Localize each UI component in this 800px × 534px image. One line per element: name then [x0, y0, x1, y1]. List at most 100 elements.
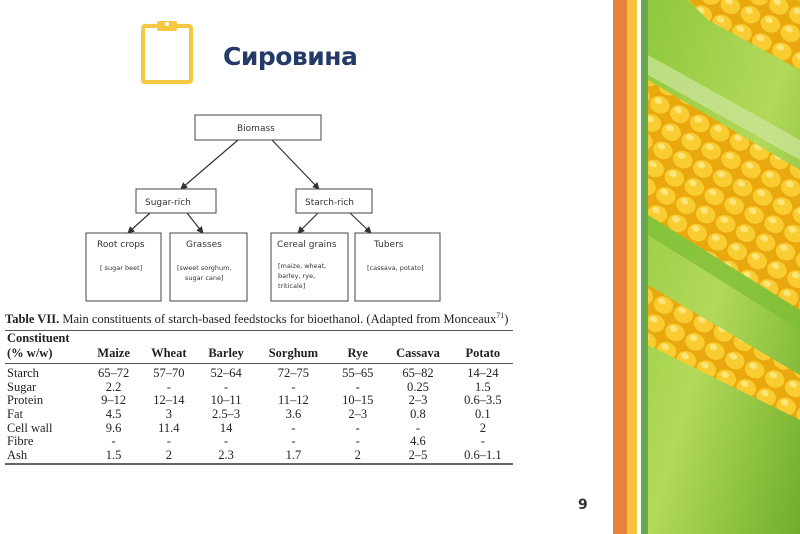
node-detail: [cassava, potato] — [367, 264, 424, 272]
table-cell: 2.2 — [105, 379, 122, 394]
corn-photo — [648, 0, 800, 534]
node-grasses — [169, 232, 248, 302]
table-cell: - — [355, 379, 360, 394]
node-sugar-rich — [135, 188, 217, 214]
node-root-crops — [85, 232, 162, 302]
table-cell: 14 — [219, 420, 233, 435]
row-label: Fat — [7, 406, 23, 421]
node-label: Grasses — [186, 240, 222, 250]
node-tubers — [354, 232, 441, 302]
caption-ref: 71 — [496, 311, 505, 320]
row-label: Protein — [7, 393, 44, 408]
node-detail: sugar cane] — [185, 274, 224, 282]
table-cell: - — [291, 434, 296, 449]
table-row: Cell wall 9.6 11.4 14 - - - 2 — [5, 420, 513, 436]
column-header: Wheat — [140, 330, 198, 364]
caption-text: Main constituents of starch-based feedst… — [59, 312, 497, 327]
header-line: (% w/w) — [7, 346, 53, 361]
node-label: Starch-rich — [305, 198, 354, 208]
row-label: Ash — [5, 448, 87, 466]
node-detail: triticale] — [278, 282, 305, 290]
table-cell: 52–64 — [210, 366, 242, 381]
table-caption: Table VII. Main constituents of starch-b… — [5, 311, 513, 327]
table-cell: - — [166, 434, 171, 449]
table-cell: 1.5 — [475, 379, 491, 394]
table-cell: 4.6 — [410, 434, 426, 449]
column-header: Potato — [452, 330, 513, 364]
table-cell: 65–72 — [97, 366, 130, 381]
column-header: Maize — [87, 330, 141, 364]
table-row: Protein 9–12 12–14 10–11 11–12 10–15 2–3 0.6–3.… — [5, 394, 513, 408]
table-cell: - — [223, 434, 229, 449]
table-cell: - — [291, 379, 296, 394]
table-cell: - — [355, 434, 360, 449]
biomass-diagram: Biomass Sugar-rich Starch-rich Root crop… — [85, 114, 441, 302]
table-cell: 65–82 — [402, 366, 434, 381]
arrow — [180, 139, 239, 190]
table-row: Fat 4.5 3 2.5–3 3.6 2–3 0.8 0.1 — [5, 406, 513, 422]
table-cell: - — [166, 379, 171, 394]
node-label: Cereal grains — [277, 240, 337, 250]
row-label: Starch — [7, 366, 39, 381]
arrow — [349, 212, 372, 234]
column-header: Barley — [197, 330, 255, 364]
column-header: Cassava — [383, 330, 453, 364]
table-cell: 2–3 — [348, 406, 368, 421]
table-cell: 55–65 — [342, 366, 374, 381]
table-cell: 9.6 — [105, 420, 122, 435]
table-cell: - — [355, 420, 360, 435]
yellow-stripe — [627, 0, 637, 534]
table-cell: 3.6 — [285, 406, 302, 421]
table-cell: 11.4 — [158, 420, 180, 435]
caption-end: ) — [504, 312, 509, 327]
header-line: Constituent — [7, 331, 70, 346]
arrow — [271, 139, 320, 190]
table-row: Sugar 2.2 - - - - 0.25 1.5 — [5, 379, 513, 395]
table-cell: 2 — [479, 420, 486, 435]
page-number: 9 — [578, 497, 588, 513]
table-cell: 2–3 — [408, 393, 428, 408]
arrow — [297, 212, 319, 234]
table-cell: - — [291, 420, 296, 435]
arrow — [127, 212, 151, 234]
table-row: Ash 1.5 2 2.3 1.7 2 2–5 0.6–1.1 — [5, 448, 513, 466]
table-row: Fibre - - - - - 4.6 - — [5, 435, 513, 449]
table-cell: 4.5 — [105, 406, 122, 421]
node-detail: [maize, wheat, — [278, 262, 326, 270]
node-label: Tubers — [373, 240, 404, 250]
column-header: Sorghum — [254, 330, 333, 364]
column-header: Rye — [332, 330, 384, 364]
table-cell: 10–11 — [210, 393, 242, 408]
table-cell: 2 — [140, 448, 198, 466]
table-cell: 11–12 — [278, 393, 309, 408]
constituents-table: Table VII. Main constituents of starch-b… — [5, 311, 513, 466]
table-cell: - — [415, 420, 421, 435]
clipboard-icon — [141, 21, 193, 84]
table-cell: 1.7 — [254, 448, 333, 466]
table-cell: 9–12 — [101, 393, 127, 408]
table-cell: 0.25 — [407, 379, 429, 394]
table-cell: 72–75 — [277, 366, 310, 381]
green-stripe — [641, 0, 648, 534]
table-cell: 10–15 — [342, 393, 374, 408]
row-label: Sugar — [7, 379, 37, 394]
node-starch-rich — [295, 188, 373, 214]
node-label: Sugar-rich — [145, 198, 191, 208]
table-cell: 2.5–3 — [212, 406, 241, 421]
table-row: Starch 65–72 57–70 52–64 72–75 55–65 65–82 14–2… — [5, 364, 513, 381]
table-header-row: Constituent (% w/w) Maize Wheat Barley So… — [5, 330, 513, 364]
table-cell: - — [480, 434, 485, 449]
node-label: Root crops — [97, 240, 145, 250]
table-cell: 12–14 — [153, 393, 185, 408]
table-cell: 0.8 — [410, 406, 426, 421]
table-cell: 0.6–1.1 — [452, 448, 513, 466]
node-detail: barley, rye, — [278, 272, 315, 280]
row-label: Cell wall — [7, 420, 53, 435]
table-cell: 2–5 — [383, 448, 453, 466]
node-label: Biomass — [237, 124, 275, 134]
node-biomass — [194, 114, 322, 141]
node-detail: [ sugar beet] — [100, 264, 142, 272]
node-cereal-grains — [270, 232, 349, 302]
slide-title: Сировина — [223, 42, 358, 71]
table-cell: 57–70 — [153, 366, 185, 381]
